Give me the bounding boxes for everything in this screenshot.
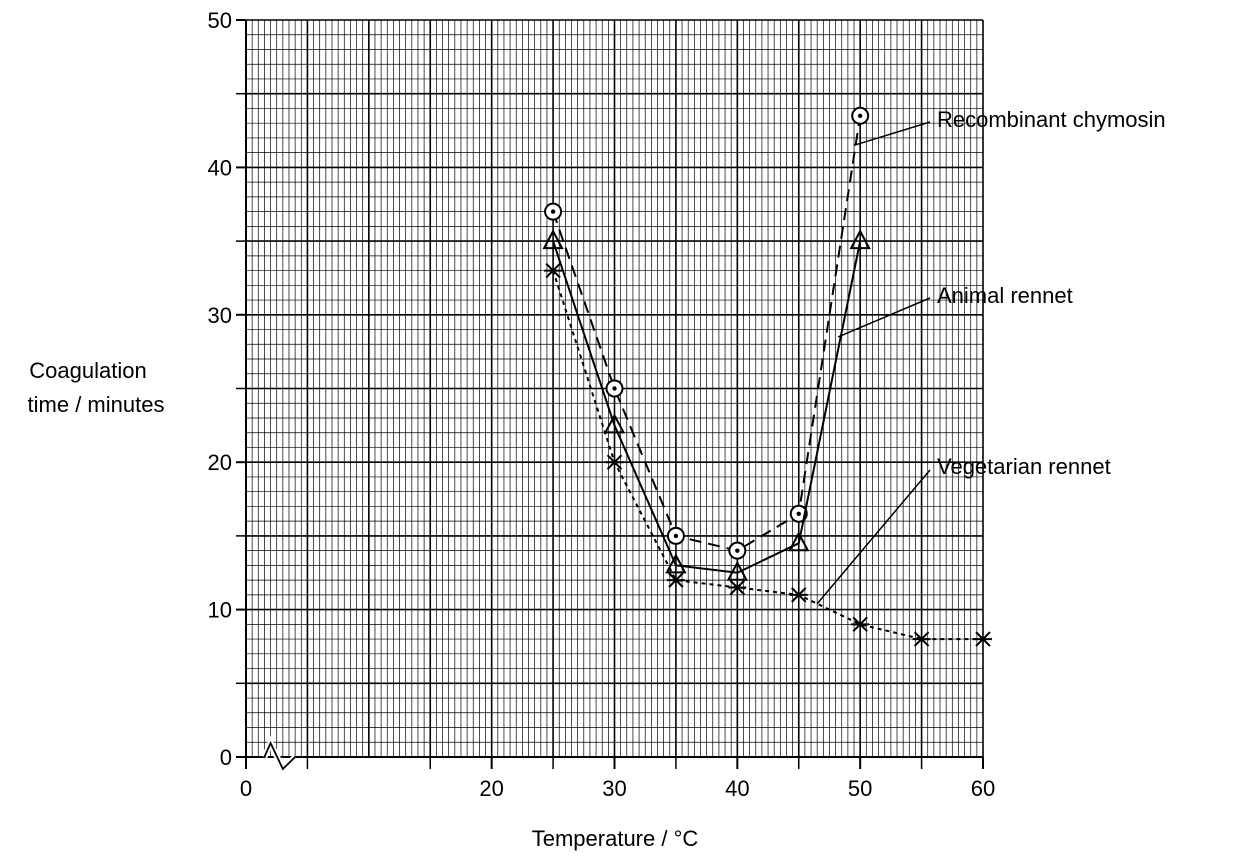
series-recombinant-chymosin	[544, 106, 870, 560]
data-point	[666, 526, 685, 545]
y-tick-label: 0	[220, 745, 232, 770]
data-point	[788, 531, 810, 552]
data-point	[544, 262, 563, 279]
legend-leader-line	[816, 469, 931, 605]
point-triangle	[726, 560, 748, 581]
legend-leader-line	[837, 297, 931, 338]
data-point	[605, 454, 624, 470]
legend-leaders	[816, 121, 931, 605]
y-axis-title-line-2: time / minutes	[28, 392, 165, 417]
data-point	[789, 504, 808, 523]
data-point	[726, 560, 748, 581]
point-dot	[796, 511, 801, 516]
y-tick-label: 50	[208, 8, 232, 33]
series-line-vegetarian-rennet	[552, 270, 983, 641]
series-layer	[542, 106, 992, 647]
point-dot	[857, 113, 863, 119]
data-point	[665, 553, 687, 574]
data-point	[728, 579, 747, 596]
y-axis-title-line-1: Coagulation	[29, 358, 146, 383]
data-point	[912, 631, 931, 647]
series-animal-rennet	[542, 228, 871, 581]
x-tick-label: 60	[971, 776, 995, 801]
y-tick-label: 30	[208, 303, 232, 328]
legend-label-recombinant-chymosin: Recombinant chymosin	[937, 107, 1166, 132]
y-tick-label: 10	[208, 598, 232, 623]
y-tick-label: 20	[208, 450, 232, 475]
data-point	[851, 616, 870, 633]
data-point	[789, 587, 808, 603]
series-vegetarian-rennet	[544, 262, 992, 647]
point-triangle	[665, 553, 687, 574]
legend-label-vegetarian-rennet: Vegetarian rennet	[937, 454, 1111, 479]
point-triangle	[603, 413, 626, 434]
x-tick-label: 30	[602, 776, 626, 801]
data-point	[666, 572, 685, 588]
data-point	[849, 228, 871, 250]
series-line-recombinant-chymosin	[552, 115, 862, 552]
y-tick-label: 40	[208, 155, 232, 180]
data-point	[542, 228, 564, 250]
grid	[245, 19, 984, 758]
point-dot	[673, 533, 679, 539]
axis-break-zigzag	[263, 740, 296, 771]
point-dot	[550, 209, 556, 214]
data-point	[544, 202, 563, 221]
x-tick-label: 50	[848, 776, 872, 801]
data-point	[605, 379, 624, 398]
x-tick-label: 20	[479, 776, 503, 801]
legend-leader-line	[853, 121, 931, 147]
point-triangle	[542, 228, 564, 250]
data-point	[603, 413, 626, 434]
legend-label-animal-rennet: Animal rennet	[937, 283, 1073, 308]
point-triangle	[849, 228, 871, 250]
series-line-animal-rennet	[552, 240, 862, 574]
data-point	[728, 541, 747, 560]
point-dot	[735, 548, 740, 553]
point-dot	[612, 386, 617, 391]
data-point	[851, 106, 870, 125]
axes: 0 10 20 30 40 50 0 20 30 40 50 60	[208, 8, 996, 801]
x-axis-break	[261, 735, 298, 775]
data-point	[974, 631, 992, 647]
x-axis-title: Temperature / °C	[532, 826, 699, 851]
point-triangle	[788, 531, 810, 552]
x-tick-label: 0	[240, 776, 252, 801]
x-tick-label: 40	[725, 776, 749, 801]
